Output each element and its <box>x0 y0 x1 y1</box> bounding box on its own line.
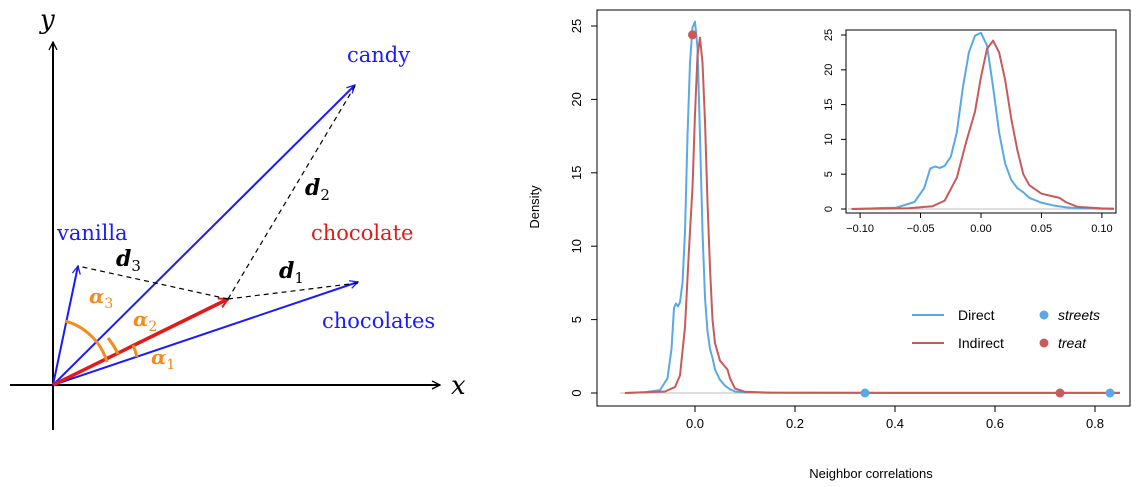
legend-streets-marker <box>1039 310 1049 320</box>
point-treat <box>688 30 697 40</box>
point-streets <box>860 388 870 398</box>
main-x-tick-label: 0.4 <box>886 416 904 431</box>
label-alpha1: α1 <box>151 345 175 373</box>
vector-chocolate <box>52 297 228 387</box>
inset-series-direct <box>851 31 1115 210</box>
inset-y-tick-label: 0 <box>823 206 835 212</box>
main-x-tick-label: 0.2 <box>786 416 804 431</box>
angle-alpha1-arc <box>131 344 139 358</box>
legend-indirect-label: Indirect <box>958 335 1004 351</box>
label-d1: d1 <box>279 258 304 287</box>
main-x-tick-label: 0.6 <box>986 416 1004 431</box>
inset-x-tick-label: −0.10 <box>846 223 874 235</box>
main-y-tick-label: 15 <box>569 166 584 180</box>
distance-d1-line <box>227 282 359 300</box>
legend-direct-label: Direct <box>958 307 995 323</box>
plot-frame <box>596 9 1131 407</box>
inset-series-indirect <box>851 39 1115 210</box>
inset-y-tick-label: 10 <box>823 133 835 145</box>
y-axis-label: y <box>39 5 55 35</box>
word-vector-diagram: x y candy vanilla chocolates chocolate d… <box>10 5 466 430</box>
inset-y-tick-label: 5 <box>823 171 835 177</box>
label-d2: d2 <box>305 175 330 204</box>
inset-y-tick-label: 25 <box>823 29 835 41</box>
inset-x-tick-label: −0.05 <box>907 223 935 235</box>
label-vanilla: vanilla <box>56 221 128 245</box>
vector-candy <box>52 85 355 386</box>
x-axis-title: Neighbor correlations <box>809 466 933 481</box>
inset-x-tick-label: 0.10 <box>1091 223 1112 235</box>
label-chocolate: chocolate <box>311 221 413 245</box>
main-y-tick-label: 20 <box>569 92 584 106</box>
x-axis-label: x <box>451 371 466 401</box>
label-alpha3: α3 <box>89 284 113 312</box>
label-candy: candy <box>347 43 410 67</box>
main-y-tick-label: 0 <box>569 389 584 396</box>
point-streets <box>1105 388 1115 398</box>
angle-alpha2-arc <box>106 337 120 355</box>
main-y-tick-label: 10 <box>569 239 584 253</box>
inset-x-tick-label: 0.05 <box>1031 223 1052 235</box>
legend-streets-label: streets <box>1058 307 1100 323</box>
inset-frame <box>845 29 1117 214</box>
main-y-tick-label: 5 <box>569 316 584 323</box>
angle-alpha3-arc <box>64 319 109 363</box>
vector-vanilla <box>52 266 78 386</box>
density-plot: 0 5 10 15 20 25 0.0 0.2 0.4 0.6 0.8 Density Neigh… <box>527 9 1131 481</box>
legend: Direct Indirect streets treat <box>912 307 1100 351</box>
main-series-indirect <box>624 36 1120 394</box>
main-series-direct <box>624 20 1120 394</box>
vector-chocolates <box>52 282 358 386</box>
main-y-tick-label: 25 <box>569 19 584 33</box>
point-treat <box>1055 388 1065 398</box>
inset-density-plot: 0 5 10 15 20 25 −0.10 −0.05 0.00 0.05 0.10 <box>823 29 1117 235</box>
y-axis-title: Density <box>527 185 542 229</box>
main-x-tick-label: 0.8 <box>1086 416 1104 431</box>
label-chocolates: chocolates <box>322 309 435 333</box>
main-x-tick-label: 0.0 <box>686 416 704 431</box>
label-d3: d3 <box>116 246 141 275</box>
legend-treat-label: treat <box>1058 335 1087 351</box>
inset-x-tick-label: 0.00 <box>970 223 991 235</box>
distance-d3-line <box>77 265 229 300</box>
inset-y-tick-label: 15 <box>823 98 835 110</box>
legend-treat-marker <box>1039 338 1049 348</box>
inset-y-tick-label: 20 <box>823 64 835 76</box>
label-alpha2: α2 <box>133 307 157 335</box>
